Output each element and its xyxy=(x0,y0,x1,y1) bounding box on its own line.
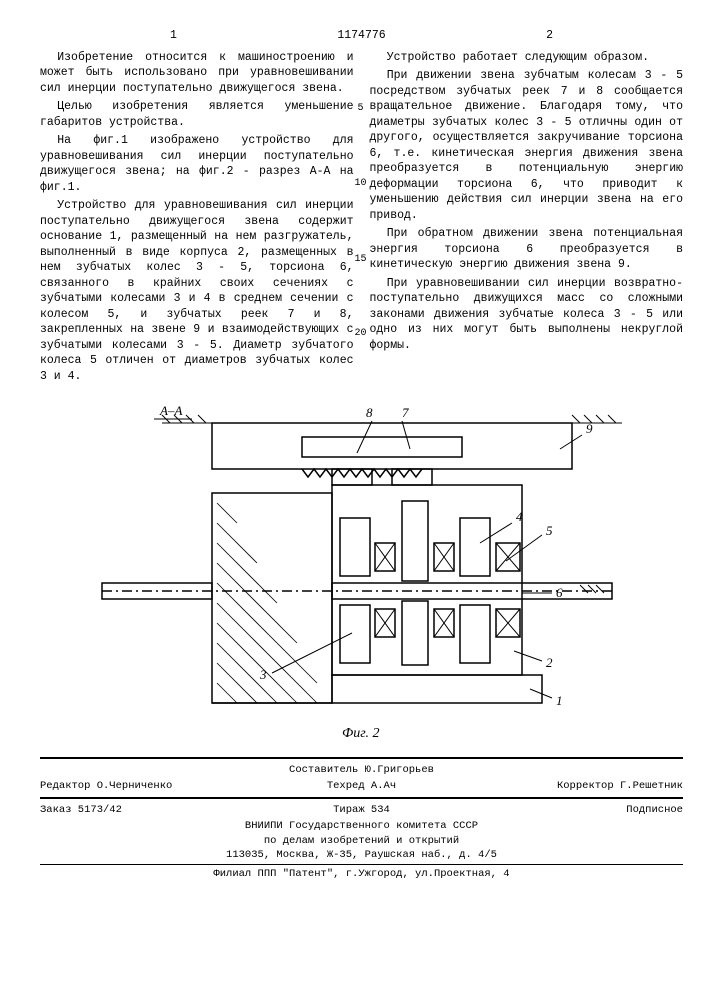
line-number-20: 20 xyxy=(354,327,366,341)
column-2: Устройство работает следующим образом. П… xyxy=(370,50,684,388)
figure-2: А–А xyxy=(40,393,683,749)
line-number-10: 10 xyxy=(354,177,366,191)
credits-row: Редактор О.Черниченко Техред А.Ач Коррек… xyxy=(40,777,683,795)
page: 1 1174776 2 Изобретение относится к маши… xyxy=(0,0,707,899)
fig-label-9: 9 xyxy=(586,421,593,436)
address: 113035, Москва, Ж-35, Раушская наб., д. … xyxy=(40,848,683,862)
fig-label-4: 4 xyxy=(516,509,523,524)
col2-p4: При уравновешивании сил инерции возвратн… xyxy=(370,276,684,354)
text-columns: Изобретение относится к машиностроению и… xyxy=(40,50,683,388)
org2: по делам изобретений и открытий xyxy=(40,834,683,848)
fig-label-8: 8 xyxy=(366,405,373,420)
fig-label-3: 3 xyxy=(259,667,267,682)
org1: ВНИИПИ Государственного комитета СССР xyxy=(40,819,683,833)
order: Заказ 5173/42 xyxy=(40,803,254,817)
branch: Филиал ППП "Патент", г.Ужгород, ул.Проек… xyxy=(40,867,683,881)
editor: Редактор О.Черниченко xyxy=(40,779,254,793)
figure-caption: Фиг. 2 xyxy=(342,726,380,741)
fig-label-1: 1 xyxy=(556,693,563,708)
header: 1 1174776 2 xyxy=(40,28,683,44)
page-num-right: 2 xyxy=(546,28,553,44)
col1-p2: Целью изобретения является уменьшение га… xyxy=(40,99,354,130)
page-num-left: 1 xyxy=(170,28,177,44)
column-1: Изобретение относится к машиностроению и… xyxy=(40,50,354,388)
fig-label-2: 2 xyxy=(546,655,553,670)
line-number-5: 5 xyxy=(357,102,363,116)
corrector: Корректор Г.Решетник xyxy=(469,779,683,793)
fig-label-5: 5 xyxy=(546,523,553,538)
circulation: Тираж 534 xyxy=(254,803,468,817)
col1-p3: На фиг.1 изображено устройство для уравн… xyxy=(40,133,354,195)
col2-p1: Устройство работает следующим образом. xyxy=(370,50,684,66)
figure-svg: А–А xyxy=(82,393,642,743)
order-row: Заказ 5173/42 Тираж 534 Подписное xyxy=(40,801,683,819)
techred: Техред А.Ач xyxy=(254,779,468,793)
patent-number: 1174776 xyxy=(337,29,385,42)
fig-label-6: 6 xyxy=(556,585,563,600)
footer: Составитель Ю.Григорьев Редактор О.Черни… xyxy=(40,757,683,881)
col2-p2: При движении звена зубчатым колесам 3 - … xyxy=(370,68,684,223)
line-number-15: 15 xyxy=(354,253,366,267)
col1-p4: Устройство для уравновешивания сил инерц… xyxy=(40,198,354,384)
subscription: Подписное xyxy=(469,803,683,817)
fig-label-7: 7 xyxy=(402,405,409,420)
col2-p3: При обратном движении звена потенциальна… xyxy=(370,226,684,273)
col1-p1: Изобретение относится к машиностроению и… xyxy=(40,50,354,97)
compiler: Составитель Ю.Григорьев xyxy=(40,763,683,777)
